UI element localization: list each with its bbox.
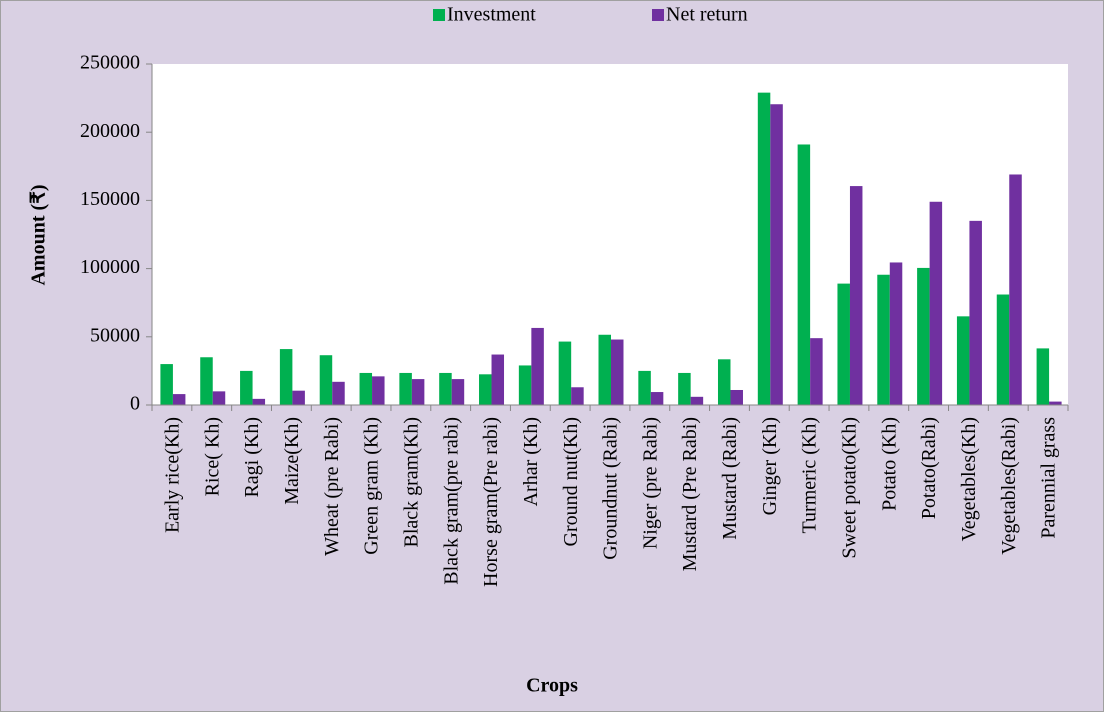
bar	[571, 387, 584, 405]
bar	[996, 294, 1010, 405]
bar	[399, 372, 412, 405]
x-tick-label: Turmeric (Kh)	[799, 417, 821, 533]
legend-label: Investment	[447, 4, 536, 26]
bar	[359, 372, 373, 405]
x-tick-label: Maize(Kh)	[281, 417, 303, 505]
x-tick-label: Black gram(Kh)	[400, 417, 422, 548]
y-tick-label: 50000	[90, 324, 140, 346]
bar	[160, 364, 173, 405]
bar	[252, 398, 266, 405]
bar	[279, 349, 293, 405]
y-tick-label: 150000	[80, 188, 140, 210]
bar	[638, 370, 651, 405]
bar	[200, 357, 213, 405]
bar	[1036, 348, 1050, 405]
bar	[678, 372, 691, 405]
x-tick-label: Horse gram(Pre rabi)	[480, 417, 502, 587]
legend-swatch	[433, 9, 445, 21]
x-tick-label: Potato (Kh)	[878, 417, 900, 511]
bar	[969, 220, 982, 405]
x-tick-label: Sweet potato(Kh)	[839, 417, 861, 559]
bar	[451, 379, 465, 405]
bar	[292, 390, 305, 405]
x-tick-label: Vegetables(Kh)	[958, 417, 980, 541]
legend-swatch	[652, 9, 664, 21]
bar	[1009, 174, 1022, 405]
bar	[837, 283, 850, 405]
x-tick-label: Ground nut(Kh)	[560, 417, 582, 546]
bar	[690, 396, 704, 405]
bar	[332, 381, 345, 405]
x-tick-label: Mustard (Rabi)	[719, 417, 741, 540]
bar	[889, 262, 903, 405]
x-axis-title: Crops	[526, 675, 578, 697]
y-tick-label: 200000	[80, 120, 140, 142]
x-tick-label: Ragi (Kh)	[241, 417, 263, 498]
bar	[319, 355, 333, 405]
x-tick-label: Green gram (Kh)	[361, 417, 383, 555]
bar	[240, 370, 253, 405]
x-tick-label: Parennial grass	[1038, 417, 1060, 539]
x-tick-label: Black gram(pre rabi)	[440, 417, 462, 585]
bar	[531, 327, 544, 405]
x-tick-label: Niger (pre Rabi)	[639, 417, 661, 549]
bar	[172, 394, 186, 405]
bar	[558, 341, 572, 405]
bar	[439, 372, 452, 405]
bar	[650, 392, 664, 405]
bar	[797, 144, 811, 405]
x-tick-label: Ginger (Kh)	[759, 417, 781, 515]
y-axis-title: Amount (₹)	[28, 184, 50, 285]
bar	[372, 376, 385, 405]
x-tick-label: Potato(Rabi)	[918, 417, 940, 519]
legend-label: Net return	[666, 4, 748, 26]
bar	[598, 334, 611, 405]
bar	[1049, 401, 1062, 405]
x-tick-label: Rice( Kh)	[201, 417, 223, 496]
bar	[929, 201, 943, 405]
x-tick-label: Wheat (pre Rabi)	[321, 417, 343, 556]
bar	[411, 379, 425, 405]
bar	[770, 104, 783, 405]
bar	[491, 354, 505, 405]
bar	[917, 267, 930, 405]
bar	[956, 316, 970, 405]
bar	[212, 391, 226, 405]
bar	[810, 338, 823, 405]
x-tick-label: Arhar (Kh)	[520, 417, 542, 506]
x-tick-label: Mustard (Pre Rabi)	[679, 417, 701, 571]
bar	[757, 92, 771, 406]
bar	[849, 186, 863, 405]
x-tick-label: Vegetables(Rabi)	[998, 417, 1020, 555]
y-tick-label: 0	[130, 393, 140, 415]
y-tick-label: 100000	[80, 256, 140, 278]
bar	[518, 365, 532, 405]
bar	[611, 339, 624, 405]
x-tick-label: Groundnut (Rabi)	[600, 417, 622, 560]
y-tick-label: 250000	[80, 52, 140, 74]
bar	[730, 389, 743, 405]
bar	[877, 274, 890, 405]
x-tick-label: Early rice(Kh)	[162, 417, 184, 533]
bar	[479, 374, 492, 405]
bar	[717, 359, 731, 405]
